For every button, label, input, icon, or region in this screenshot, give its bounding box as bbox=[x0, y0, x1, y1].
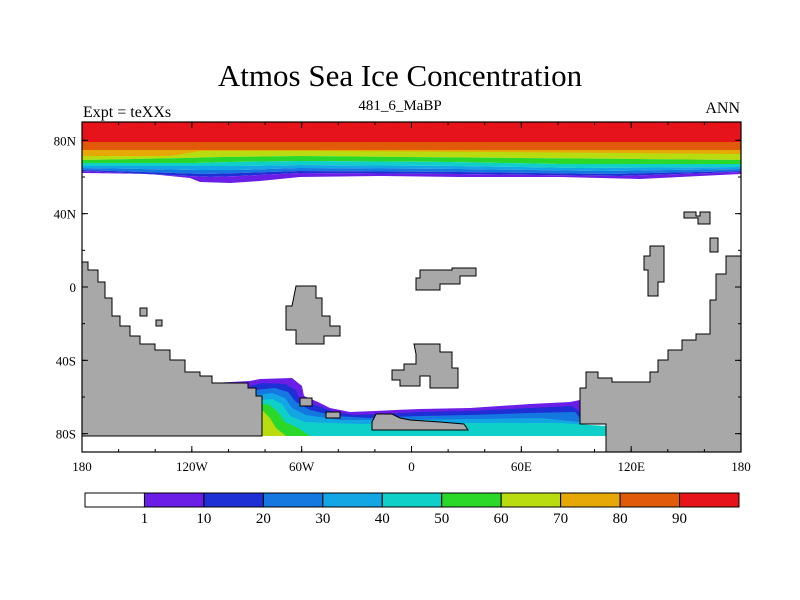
x-tick-label: 180 bbox=[72, 459, 92, 474]
antarctic-ice-40 bbox=[262, 399, 606, 436]
land-small-island-1 bbox=[709, 237, 719, 253]
colorbar-swatch bbox=[322, 492, 383, 508]
arctic-ice-50 bbox=[82, 156, 741, 164]
land-asia-island bbox=[643, 245, 665, 297]
x-tick-label: 120W bbox=[176, 459, 209, 474]
land-europe-strip bbox=[415, 267, 477, 291]
colorbar-swatch bbox=[500, 492, 562, 508]
x-tick-label: 120E bbox=[617, 459, 645, 474]
arctic-ice-90 bbox=[82, 122, 741, 142]
season-label: ANN bbox=[705, 100, 740, 117]
map-area bbox=[82, 122, 741, 452]
x-tick-label: 60W bbox=[289, 459, 315, 474]
colorbar-swatch bbox=[381, 492, 443, 508]
colorbar bbox=[84, 492, 740, 508]
colorbar-label: 30 bbox=[315, 511, 330, 527]
y-tick-label: 40N bbox=[54, 207, 77, 222]
colorbar-label: 50 bbox=[434, 511, 449, 527]
y-tick-label: 80N bbox=[54, 133, 77, 148]
arctic-ice-20 bbox=[82, 168, 741, 174]
land-south-america bbox=[285, 285, 341, 345]
colorbar-swatch bbox=[441, 492, 502, 508]
colorbar-swatch bbox=[203, 492, 264, 508]
y-tick-label: 0 bbox=[70, 280, 77, 295]
x-tick-labels: 180 120W 60W 0 60E 120E 180 bbox=[72, 459, 751, 474]
colorbar-label: 60 bbox=[494, 511, 509, 527]
x-tick-label: 0 bbox=[408, 459, 415, 474]
land-small-island-2 bbox=[139, 307, 148, 317]
colorbar-label: 10 bbox=[196, 511, 211, 527]
y-tick-label: 80S bbox=[56, 427, 76, 442]
arctic-ice-80 bbox=[82, 142, 741, 150]
colorbar-label: 20 bbox=[256, 511, 271, 527]
land-africa bbox=[391, 343, 459, 389]
land-small-island-5 bbox=[325, 411, 341, 419]
land-antarctica-center bbox=[371, 413, 469, 431]
colorbar-swatch bbox=[560, 492, 621, 508]
arctic-ice-60 bbox=[82, 151, 741, 160]
colorbar-label: 70 bbox=[553, 511, 568, 527]
y-tick-labels: 80N 40N 0 40S 80S bbox=[54, 133, 77, 441]
arctic-ice-40 bbox=[82, 161, 741, 168]
colorbar-labels: 1 10 20 30 40 50 60 70 80 90 bbox=[141, 511, 687, 527]
colorbar-swatch bbox=[84, 492, 145, 508]
colorbar-label: 90 bbox=[672, 511, 687, 527]
colorbar-label: 80 bbox=[613, 511, 628, 527]
land-north-island bbox=[683, 211, 711, 225]
colorbar-swatch bbox=[262, 492, 324, 508]
colorbar-swatch bbox=[143, 492, 205, 508]
x-tick-label: 60E bbox=[511, 459, 532, 474]
x-tick-label: 180 bbox=[731, 459, 751, 474]
y-tick-label: 40S bbox=[56, 353, 76, 368]
land-small-island-4 bbox=[299, 397, 313, 407]
axis-ticks bbox=[81, 122, 742, 452]
colorbar-swatch bbox=[679, 492, 740, 508]
land-small-island-3 bbox=[155, 319, 163, 327]
colorbar-label: 1 bbox=[141, 511, 149, 527]
colorbar-label: 40 bbox=[375, 511, 390, 527]
arctic-ice-30 bbox=[82, 165, 741, 171]
chart-subtitle: 481_6_MaBP bbox=[358, 98, 442, 114]
land-americas-west bbox=[82, 261, 263, 437]
colorbar-swatch bbox=[619, 492, 681, 508]
experiment-label: Expt = teXXs bbox=[83, 104, 172, 121]
arctic-ice-1 bbox=[82, 171, 741, 183]
arctic-ice-10 bbox=[82, 170, 741, 177]
land-antarctica-east bbox=[579, 255, 741, 452]
chart-title: Atmos Sea Ice Concentration bbox=[217, 58, 583, 93]
